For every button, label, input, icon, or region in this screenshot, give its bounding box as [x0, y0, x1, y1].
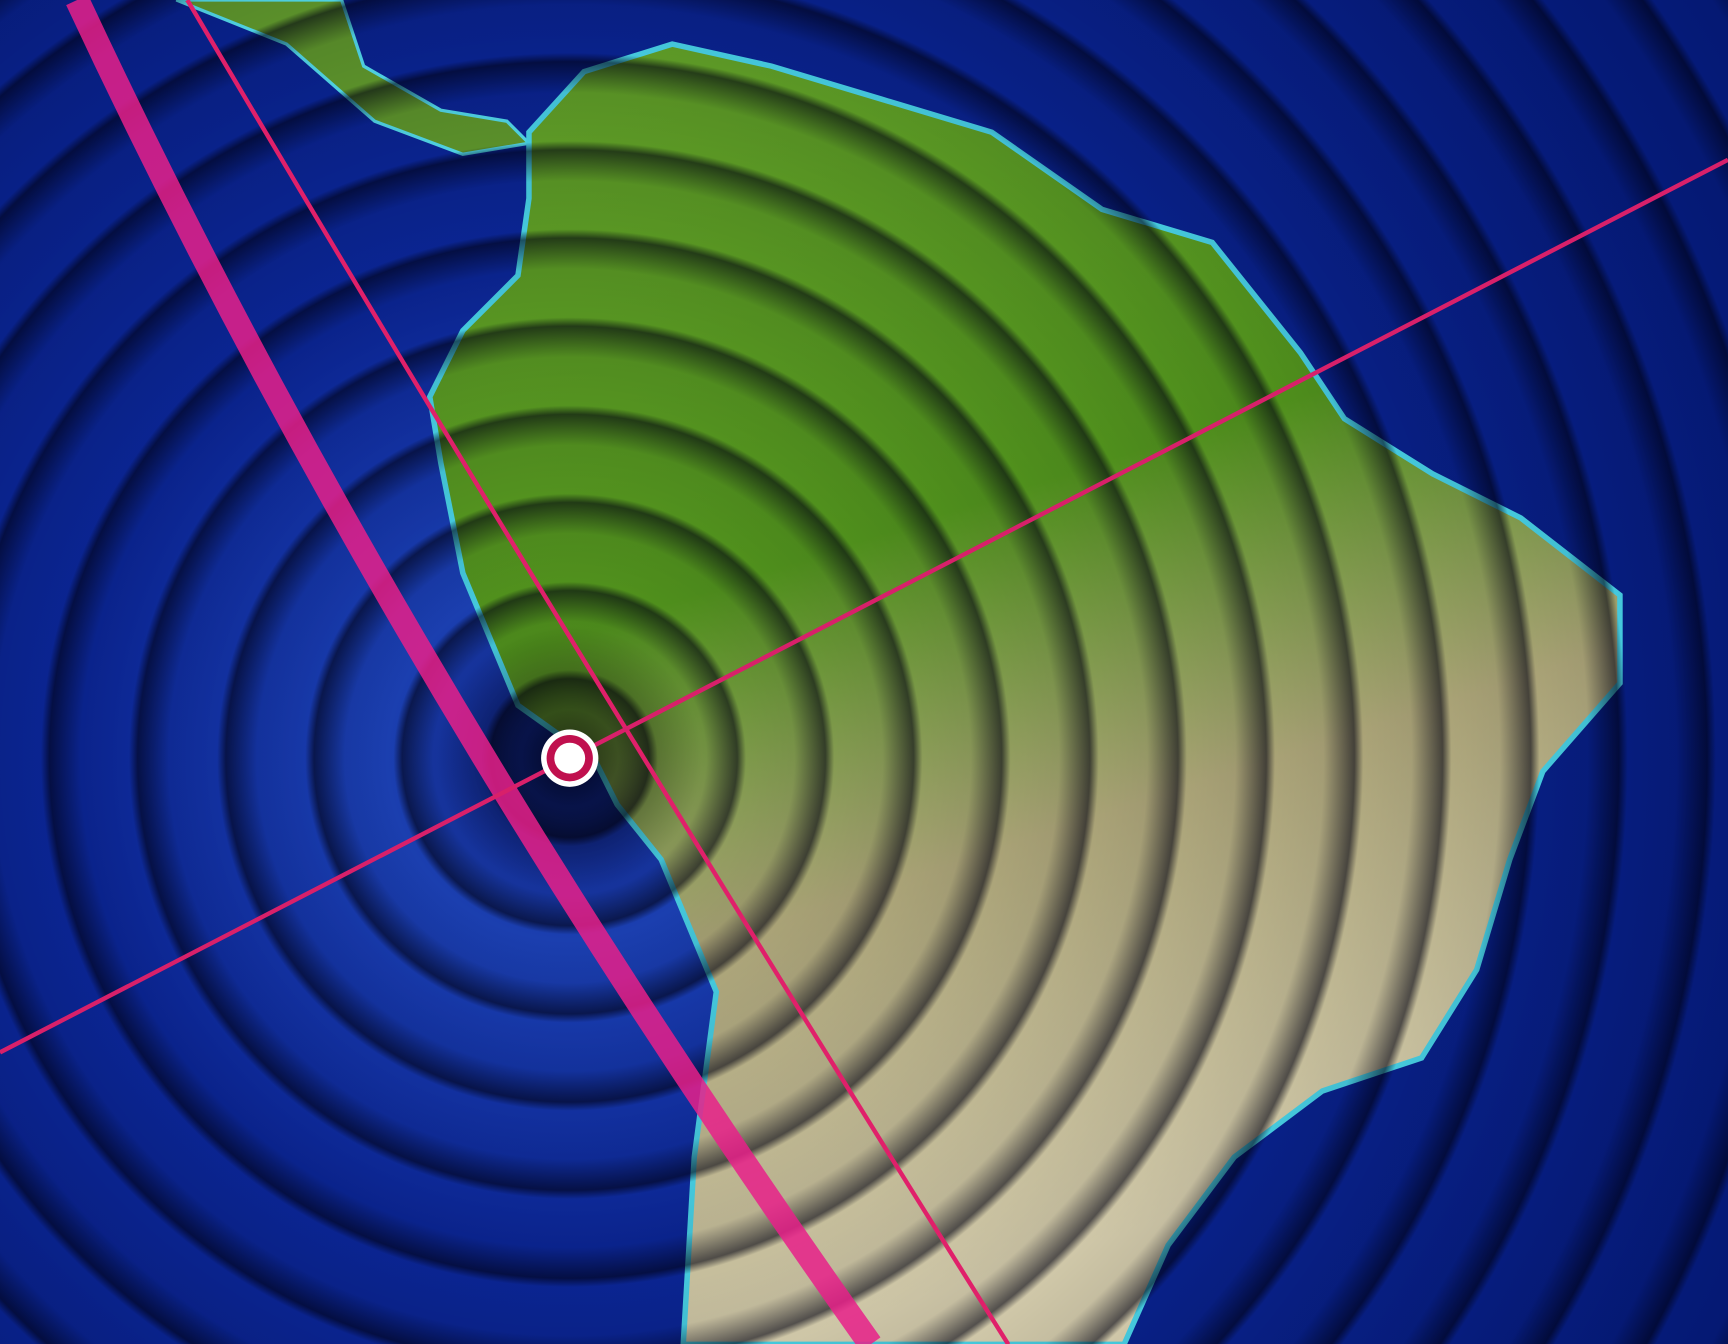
thin-arc [185, 0, 1011, 1344]
fault-band [66, 0, 881, 1344]
epicenter-marker [541, 729, 599, 787]
marker-dot [554, 742, 586, 774]
cross-line [0, 157, 1728, 1055]
